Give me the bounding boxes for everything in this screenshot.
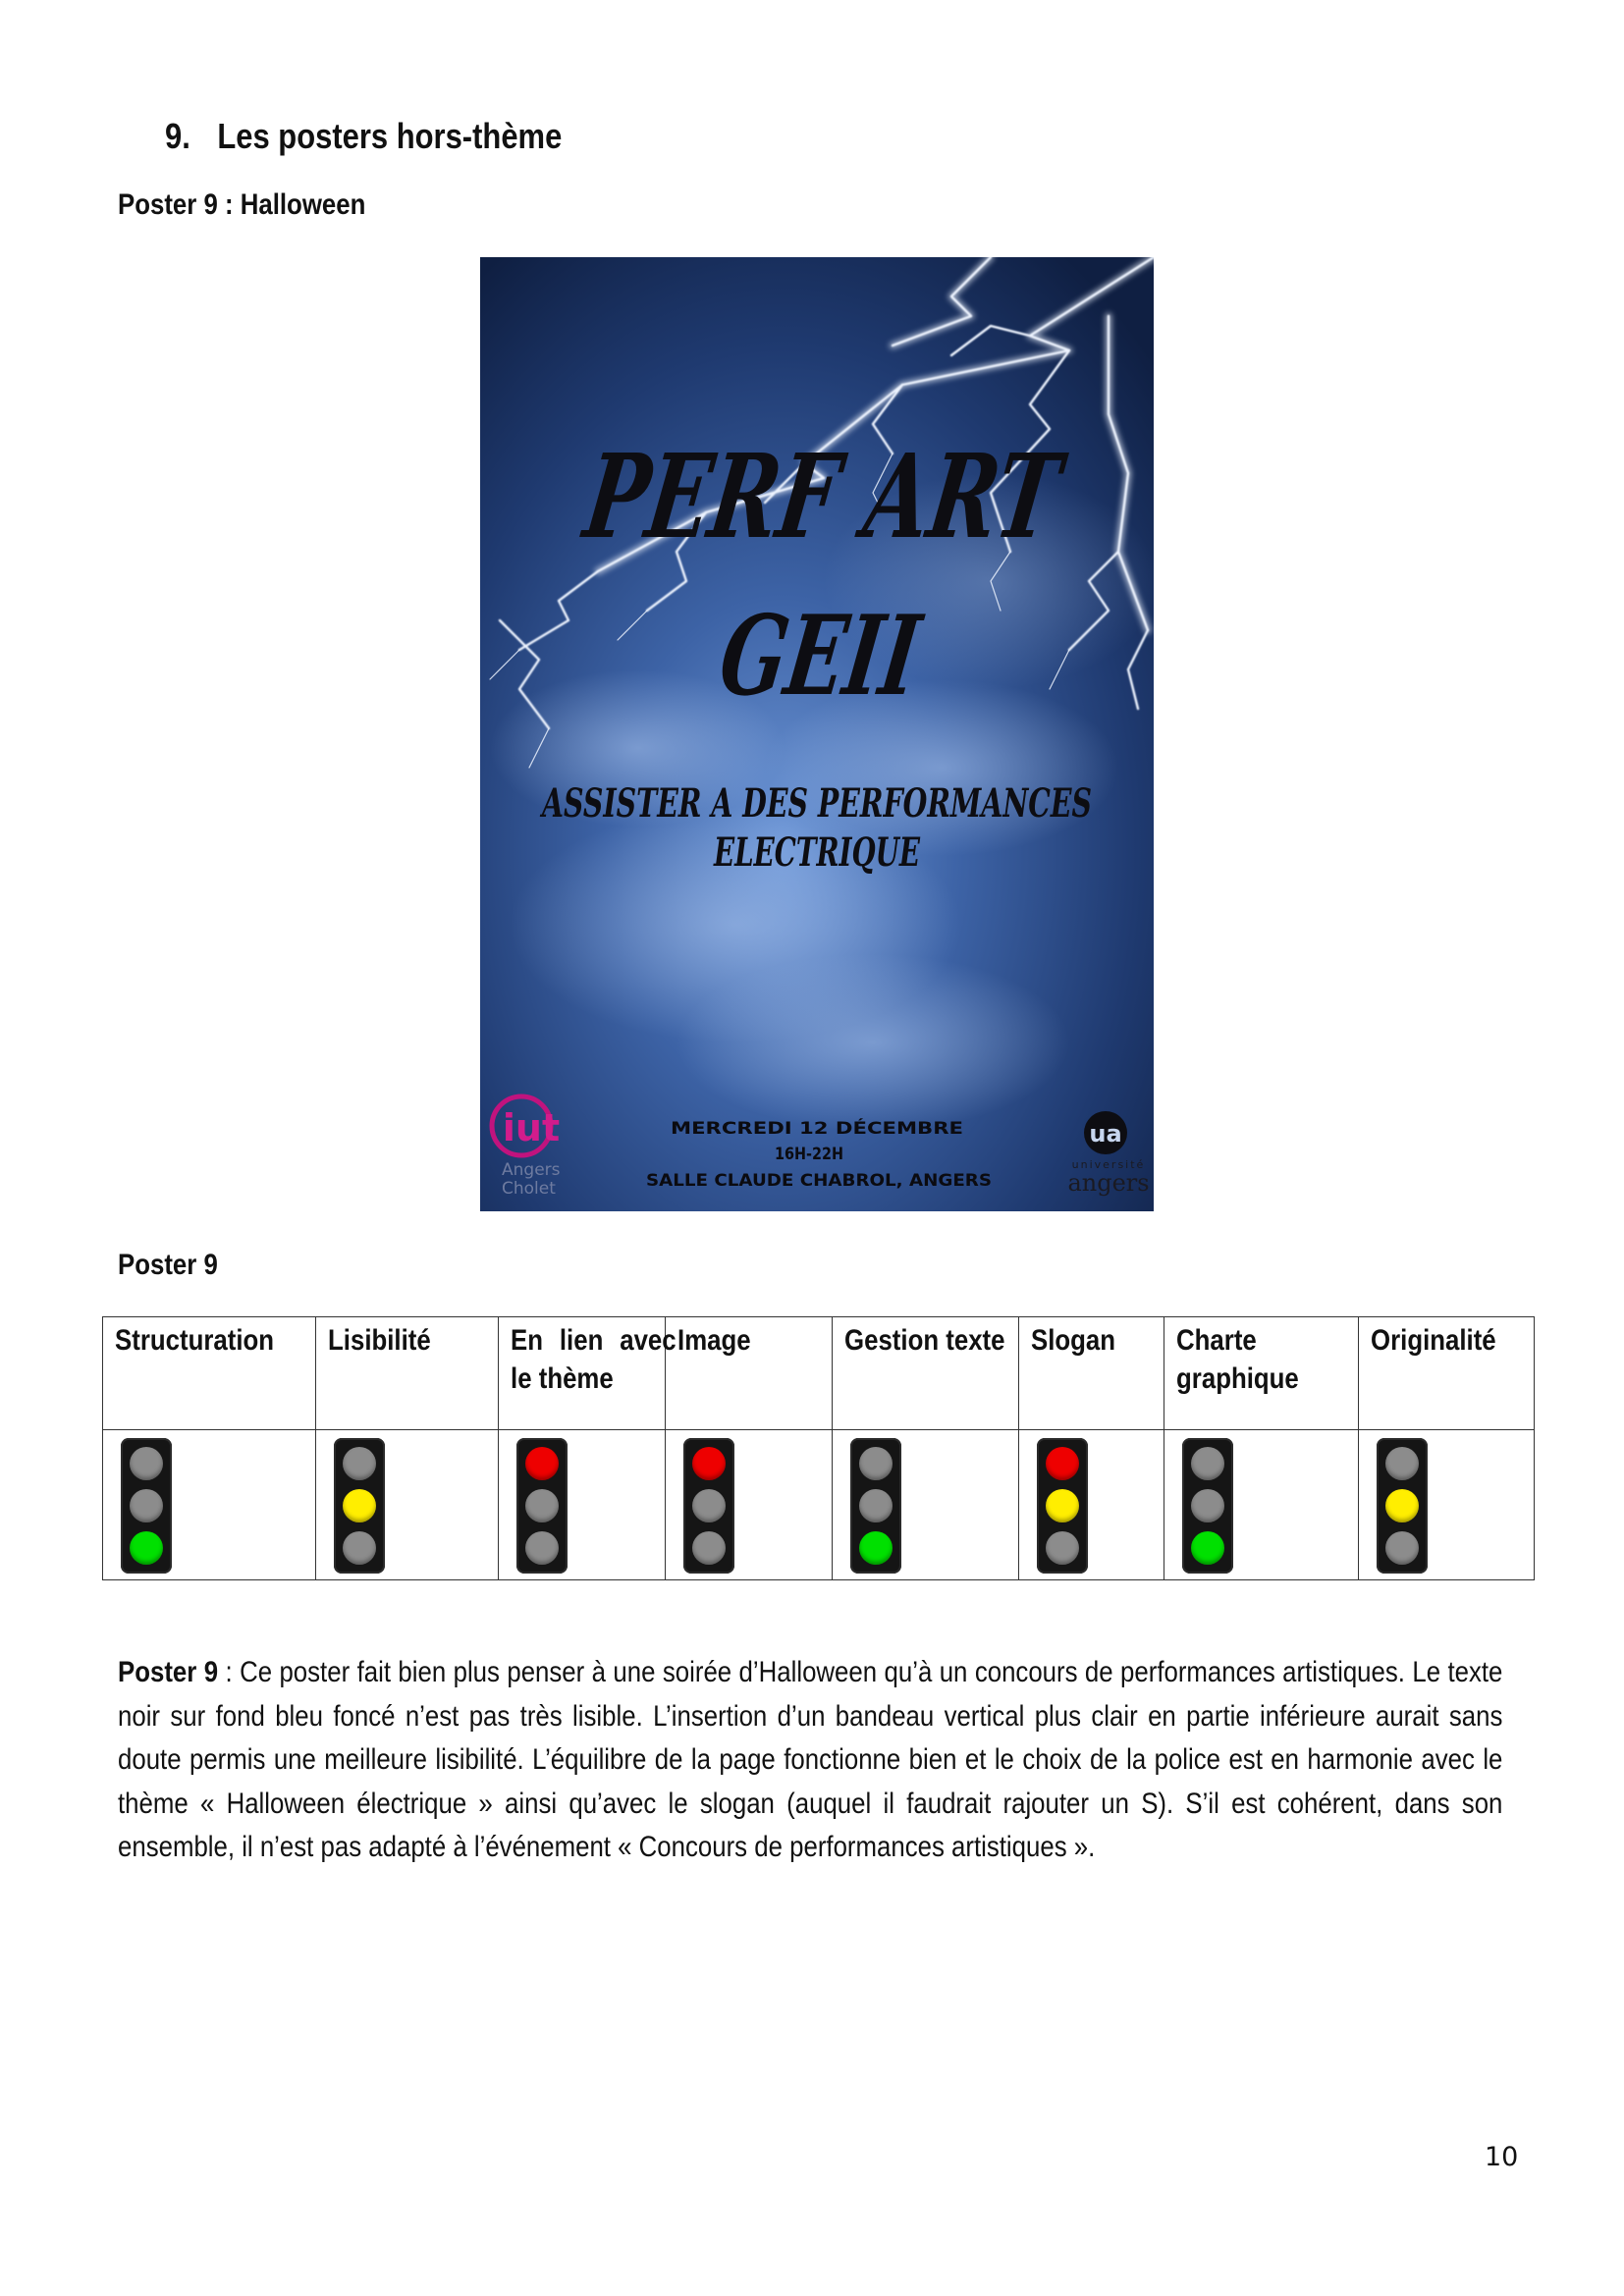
yellow-lamp-icon [859, 1489, 893, 1522]
ua-logo-text1: université [1072, 1158, 1146, 1171]
poster-caption: Poster 9 : Halloween [118, 188, 366, 221]
column-label: Gestion texte [844, 1324, 1005, 1357]
criteria-table: Structuration Lisibilité En lien avec le… [102, 1316, 1535, 1580]
column-label: Originalité [1371, 1324, 1496, 1357]
green-lamp-icon [525, 1531, 559, 1565]
traffic-light-cell [665, 1429, 833, 1580]
poster-image: PERF ART GEII ASSISTER A DES PERFORMANCE… [480, 257, 1154, 1211]
criteria-header-row: Structuration Lisibilité En lien avec le… [102, 1316, 1535, 1430]
yellow-lamp-icon [692, 1489, 726, 1522]
traffic-light-icon [1182, 1438, 1233, 1574]
section-heading: 9. Les posters hors-thème [165, 116, 562, 157]
red-lamp-icon [130, 1447, 163, 1480]
red-lamp-icon [1046, 1447, 1079, 1480]
red-lamp-icon [859, 1447, 893, 1480]
yellow-lamp-icon [130, 1489, 163, 1522]
iut-logo-mark: iut [503, 1106, 560, 1149]
red-lamp-icon [1385, 1447, 1419, 1480]
traffic-light-icon [683, 1438, 734, 1574]
green-lamp-icon [692, 1531, 726, 1565]
poster-place: SALLE CLAUDE CHABROL, ANGERS [646, 1171, 992, 1191]
ua-logo-text2: angers [1067, 1169, 1149, 1197]
ua-logo: ua université angers [1067, 1111, 1150, 1197]
iut-logo-text1: Angers [502, 1160, 561, 1180]
poster-title-line2: GEII [713, 591, 930, 721]
traffic-light-icon [1037, 1438, 1088, 1574]
header-cell: Gestion texte [832, 1316, 1019, 1430]
iut-logo-text2: Cholet [502, 1179, 556, 1199]
traffic-light-cell [498, 1429, 666, 1580]
traffic-light-cell [1358, 1429, 1535, 1580]
red-lamp-icon [525, 1447, 559, 1480]
poster-comment: Poster 9 : Ce poster fait bien plus pens… [118, 1651, 1502, 1870]
column-label: Slogan [1031, 1324, 1116, 1357]
header-cell: Structuration [102, 1316, 316, 1430]
header-cell: Slogan [1018, 1316, 1164, 1430]
traffic-light-cell [1018, 1429, 1164, 1580]
page-number: 10 [1485, 2142, 1519, 2172]
header-cell: Charte graphique [1164, 1316, 1359, 1430]
iut-logo: iut Angers Cholet [489, 1094, 561, 1199]
green-lamp-icon [1385, 1531, 1419, 1565]
column-label: Lisibilité [328, 1324, 431, 1357]
red-lamp-icon [692, 1447, 726, 1480]
traffic-light-cell [832, 1429, 1019, 1580]
traffic-light-icon [121, 1438, 172, 1574]
column-label: Charte graphique [1176, 1324, 1299, 1395]
column-label: Structuration [115, 1324, 275, 1357]
green-lamp-icon [1191, 1531, 1224, 1565]
yellow-lamp-icon [525, 1489, 559, 1522]
section-number: 9. [165, 116, 190, 156]
traffic-light-icon [334, 1438, 385, 1574]
header-cell: Lisibilité [315, 1316, 499, 1430]
ua-logo-mark: ua [1089, 1120, 1121, 1148]
section-title: Les posters hors-thème [217, 116, 563, 156]
comment-text: : Ce poster fait bien plus penser à une … [118, 1656, 1503, 1863]
yellow-lamp-icon [1385, 1489, 1419, 1522]
poster-date: MERCREDI 12 DÉCEMBRE [671, 1117, 963, 1139]
traffic-light-cell [1164, 1429, 1359, 1580]
poster-subtitle-line2: ELECTRIQUE [713, 829, 920, 876]
yellow-lamp-icon [1191, 1489, 1224, 1522]
traffic-light-icon [850, 1438, 901, 1574]
comment-lead: Poster 9 [118, 1656, 219, 1688]
yellow-lamp-icon [343, 1489, 376, 1522]
column-label: En lien avec le thème [511, 1324, 677, 1395]
red-lamp-icon [1191, 1447, 1224, 1480]
poster-time: 16H-22H [775, 1145, 843, 1164]
poster-title-line1: PERF ART [575, 429, 1073, 564]
traffic-light-cell [315, 1429, 499, 1580]
header-cell: En lien avec le thème [498, 1316, 677, 1430]
green-lamp-icon [1046, 1531, 1079, 1565]
green-lamp-icon [859, 1531, 893, 1565]
green-lamp-icon [343, 1531, 376, 1565]
poster-subtitle-line1: ASSISTER A DES PERFORMANCES [539, 780, 1092, 827]
traffic-light-icon [1377, 1438, 1428, 1574]
criteria-lights-row [102, 1429, 1535, 1580]
header-cell: Image [665, 1316, 833, 1430]
yellow-lamp-icon [1046, 1489, 1079, 1522]
table-caption: Poster 9 [118, 1249, 218, 1281]
traffic-light-icon [516, 1438, 568, 1574]
column-label: Image [677, 1324, 751, 1357]
green-lamp-icon [130, 1531, 163, 1565]
header-cell: Originalité [1358, 1316, 1535, 1430]
red-lamp-icon [343, 1447, 376, 1480]
traffic-light-cell [102, 1429, 316, 1580]
